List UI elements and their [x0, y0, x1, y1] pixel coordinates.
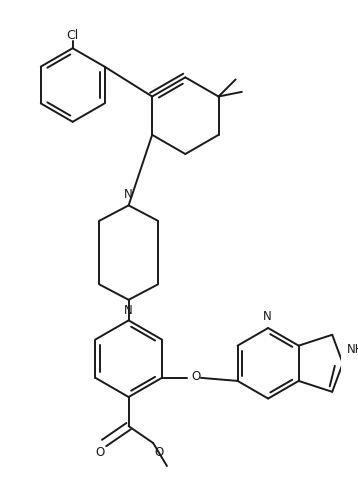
Text: N: N — [263, 310, 272, 323]
Text: NH: NH — [347, 342, 358, 356]
Text: O: O — [154, 446, 163, 459]
Text: Cl: Cl — [67, 29, 79, 42]
Text: N: N — [124, 188, 133, 201]
Text: N: N — [124, 305, 133, 317]
Text: O: O — [191, 370, 200, 383]
Text: O: O — [96, 446, 105, 459]
